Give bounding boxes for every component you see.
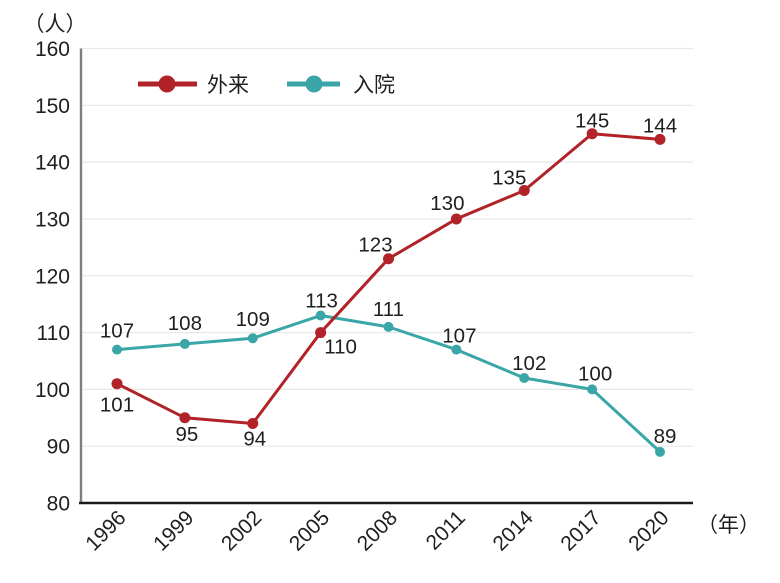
data-point bbox=[112, 344, 122, 355]
gridlines-layer bbox=[81, 47, 693, 447]
data-point-label: 113 bbox=[305, 290, 338, 313]
x-tick-label: 2002 bbox=[217, 506, 266, 555]
data-point bbox=[111, 378, 123, 390]
x-tick-label: 2017 bbox=[556, 506, 605, 555]
data-point bbox=[655, 446, 665, 457]
y-tick-label: 80 bbox=[47, 493, 70, 516]
data-point bbox=[179, 412, 191, 424]
legend-label: 外来 bbox=[207, 74, 249, 97]
x-tick-label: 2005 bbox=[285, 506, 334, 555]
data-point bbox=[519, 373, 530, 384]
data-point-label: 107 bbox=[100, 320, 134, 343]
legend: 外来 入院 bbox=[138, 74, 395, 97]
data-point bbox=[450, 213, 462, 225]
legend-item: 入院 bbox=[287, 74, 395, 97]
legend-marker-dot bbox=[305, 75, 323, 93]
x-tick-label: 2008 bbox=[353, 506, 402, 555]
data-point-label: 101 bbox=[100, 394, 134, 417]
data-point bbox=[451, 344, 462, 355]
data-point-label: 89 bbox=[654, 425, 677, 448]
x-tick-label: 1996 bbox=[81, 506, 130, 555]
y-axis-unit-label: （人） bbox=[24, 13, 87, 36]
data-point bbox=[654, 133, 666, 145]
data-point-label: 108 bbox=[168, 312, 202, 335]
data-point-label: 95 bbox=[175, 423, 198, 446]
data-point bbox=[586, 128, 598, 140]
y-tick-label: 140 bbox=[35, 152, 70, 175]
x-tick-label: 2014 bbox=[488, 506, 538, 556]
data-point-label: 110 bbox=[324, 336, 357, 359]
series-layer: 107 108 109 113 111 107 102 100 89 101 95 94 110 123 1… bbox=[100, 110, 677, 457]
data-point-label: 123 bbox=[358, 234, 392, 257]
data-point bbox=[315, 310, 326, 321]
data-point-label: 94 bbox=[243, 427, 266, 450]
data-point bbox=[247, 417, 259, 429]
y-tick-label: 110 bbox=[37, 322, 70, 345]
data-point bbox=[383, 321, 394, 332]
legend-marker-dot bbox=[158, 75, 176, 93]
legend-item: 外来 bbox=[138, 74, 249, 97]
y-tick-label: 90 bbox=[47, 436, 70, 459]
data-point-label: 109 bbox=[236, 308, 270, 331]
data-point-label: 100 bbox=[578, 362, 612, 385]
y-tick-label: 160 bbox=[35, 38, 70, 61]
data-point bbox=[587, 384, 598, 395]
data-point bbox=[247, 333, 258, 344]
data-point bbox=[315, 327, 327, 339]
data-point-label: 145 bbox=[575, 110, 609, 133]
data-point-label: 130 bbox=[430, 192, 464, 215]
data-point bbox=[383, 253, 394, 265]
y-tick-label: 120 bbox=[35, 265, 70, 288]
x-tick-label: 2011 bbox=[422, 506, 470, 554]
data-point-label: 102 bbox=[512, 352, 546, 375]
x-tick-label: 1999 bbox=[149, 506, 198, 555]
legend-label: 入院 bbox=[353, 74, 395, 97]
data-point-label: 107 bbox=[442, 325, 476, 348]
data-point-label: 111 bbox=[373, 298, 404, 321]
x-tick-label: 2020 bbox=[624, 506, 673, 555]
y-tick-label: 150 bbox=[35, 95, 70, 118]
y-tick-label: 130 bbox=[35, 208, 70, 231]
data-point-label: 144 bbox=[643, 114, 677, 137]
y-tick-label: 100 bbox=[35, 379, 70, 402]
data-point bbox=[179, 338, 190, 349]
data-point bbox=[518, 185, 530, 197]
data-point-label: 135 bbox=[492, 167, 526, 190]
x-axis-unit-label: （年） bbox=[697, 514, 760, 537]
